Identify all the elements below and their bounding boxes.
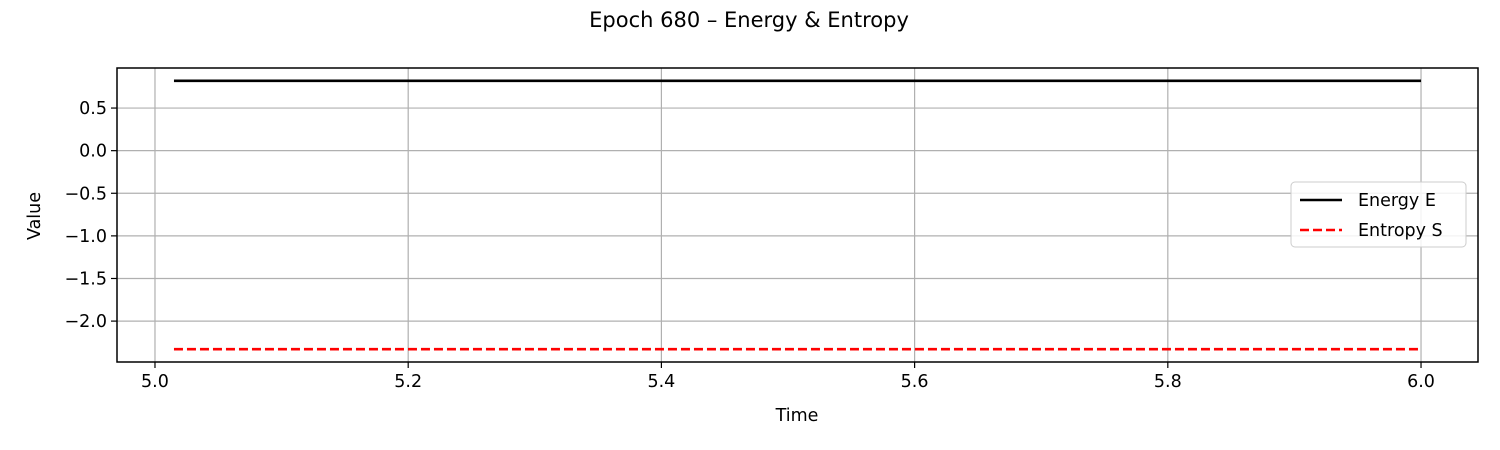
x-axis-label: Time — [775, 406, 819, 426]
y-tick-label: −2.0 — [65, 312, 108, 332]
y-tick-label: −0.5 — [65, 184, 108, 204]
x-tick-label: 6.0 — [1407, 372, 1435, 392]
plot-series — [173, 79, 1422, 351]
x-tick-label: 5.2 — [394, 372, 422, 392]
legend: Energy E Entropy S — [1290, 181, 1467, 248]
y-tick-label: −1.5 — [65, 269, 108, 289]
grid — [117, 68, 1478, 362]
x-tick-label: 5.8 — [1154, 372, 1182, 392]
x-tick-label: 5.4 — [647, 372, 675, 392]
axis-ticks: 5.0 5.2 5.4 5.6 5.8 6.0 0.5 0.0 −0.5 −1.0 −1.5 −2.0 — [65, 99, 1435, 392]
y-axis-label: Value — [25, 192, 45, 240]
x-tick-label: 5.6 — [901, 372, 929, 392]
y-tick-label: −1.0 — [65, 227, 108, 247]
chart-title: Epoch 680 – Energy & Entropy — [589, 8, 909, 32]
legend-label-1: Energy E — [1358, 191, 1436, 211]
legend-label-2: Entropy S — [1358, 221, 1443, 241]
y-tick-label: 0.5 — [79, 99, 107, 119]
x-tick-label: 5.0 — [141, 372, 169, 392]
y-tick-label: 0.0 — [79, 142, 107, 162]
plot-frame — [116, 67, 1479, 363]
